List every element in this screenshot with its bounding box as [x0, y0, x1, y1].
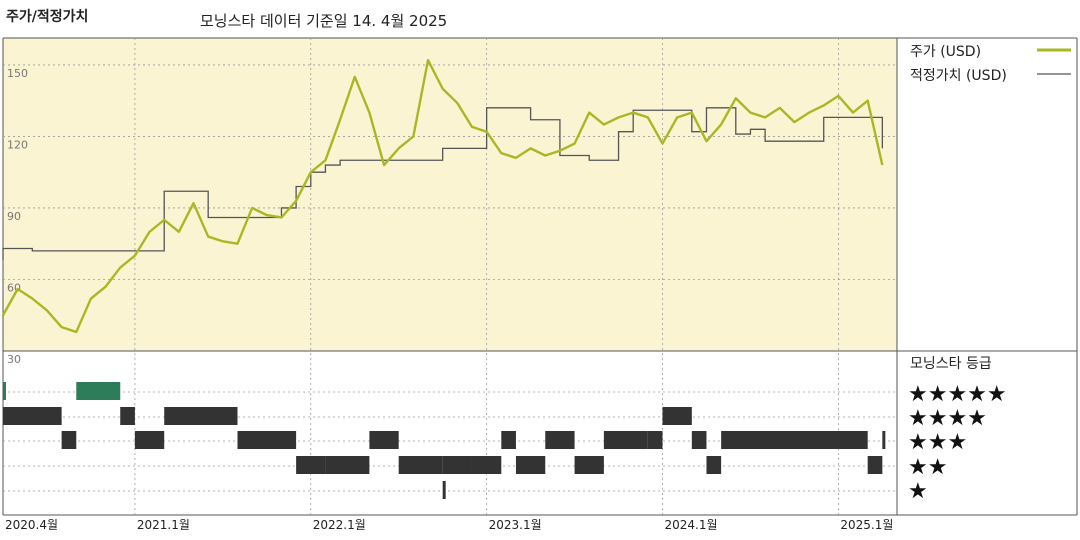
rating-mark	[501, 431, 516, 449]
rating-mark	[882, 431, 886, 449]
rating-mark	[721, 431, 868, 449]
y-tick-label: 120	[7, 138, 28, 151]
rating-mark	[398, 456, 443, 474]
rating-mark	[3, 407, 62, 425]
rating-mark	[325, 456, 370, 474]
rating-row-1-stars: ★	[908, 479, 928, 504]
price-plot-background	[3, 38, 897, 351]
x-tick-label: 2022.1월	[313, 518, 366, 532]
rating-mark	[471, 456, 502, 474]
rating-mark	[3, 382, 6, 400]
rating-mark	[237, 431, 297, 449]
y-tick-label: 90	[7, 210, 21, 223]
y-tick-label: 150	[7, 67, 28, 80]
series-lines	[1, 58, 884, 334]
fair-value-line	[2, 107, 883, 261]
rating-mark	[164, 407, 238, 425]
legend-fair-value-label: 적정가치 (USD)	[910, 68, 1007, 84]
x-tick-label: 2020.4월	[5, 518, 58, 532]
rating-mark	[296, 456, 326, 474]
rating-mark	[603, 431, 648, 449]
rating-mark	[442, 481, 446, 499]
page-subtitle: 모닝스타 데이터 기준일 14. 4월 2025	[200, 12, 448, 30]
rating-mark	[647, 431, 663, 449]
rating-legend-title: 모닝스타 등급	[910, 356, 992, 372]
rating-mark	[515, 456, 546, 474]
rating-row-3-stars: ★★★	[908, 430, 967, 455]
legend-price-label: 주가 (USD)	[910, 44, 981, 60]
page-title: 주가/적정가치	[6, 9, 89, 25]
rating-row-5-stars: ★★★★★	[908, 382, 1007, 407]
rating-marks	[3, 382, 886, 499]
rating-mark	[574, 456, 604, 474]
y-tick-label: 60	[7, 281, 21, 294]
rating-mark	[76, 382, 121, 400]
x-tick-labels: 2020.4월 2021.1월 2022.1월 2023.1월 2024.1월 2025.…	[5, 518, 893, 532]
price-line	[1, 58, 884, 334]
rating-mark	[691, 431, 707, 449]
rating-mark	[867, 456, 883, 474]
rating-mark	[369, 431, 399, 449]
rating-mark	[662, 407, 692, 425]
rating-mark	[61, 431, 77, 449]
rating-mark	[120, 407, 135, 425]
x-tick-label: 2025.1월	[840, 518, 893, 532]
rating-mark	[134, 431, 165, 449]
rating-row-2-stars: ★★	[908, 455, 947, 480]
rating-mark	[442, 456, 472, 474]
x-tick-label: 2021.1월	[137, 518, 190, 532]
rating-mark	[706, 456, 722, 474]
x-tick-label: 2023.1월	[489, 518, 542, 532]
x-tick-label: 2024.1월	[665, 518, 718, 532]
rating-row-4-stars: ★★★★	[908, 406, 987, 431]
y-tick-label: 30	[7, 353, 21, 366]
rating-mark	[545, 431, 575, 449]
